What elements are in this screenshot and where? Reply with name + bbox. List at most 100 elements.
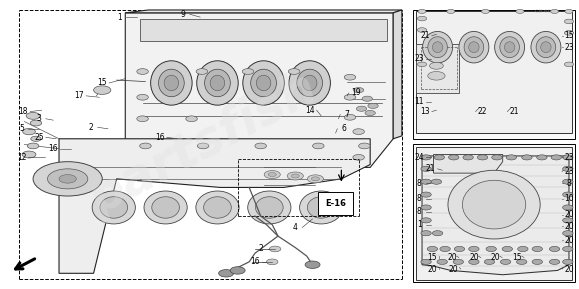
Text: 8: 8 (417, 179, 422, 188)
Circle shape (30, 120, 42, 126)
Circle shape (563, 155, 573, 160)
Circle shape (563, 192, 573, 197)
Circle shape (549, 247, 560, 251)
Text: 1: 1 (417, 220, 422, 229)
Circle shape (59, 175, 76, 183)
Circle shape (447, 10, 455, 13)
Text: 23: 23 (564, 167, 574, 176)
Circle shape (421, 231, 431, 236)
Circle shape (502, 247, 512, 251)
Text: 10: 10 (564, 194, 574, 203)
Ellipse shape (159, 69, 184, 97)
Circle shape (440, 247, 450, 251)
Circle shape (449, 155, 459, 160)
Circle shape (431, 179, 442, 184)
Circle shape (94, 86, 111, 95)
Circle shape (353, 155, 364, 160)
Circle shape (421, 192, 431, 197)
Ellipse shape (448, 170, 540, 239)
Circle shape (469, 247, 479, 251)
Ellipse shape (197, 61, 238, 105)
Circle shape (255, 143, 266, 149)
Circle shape (140, 143, 151, 149)
Text: 20: 20 (490, 253, 500, 262)
Text: 23: 23 (415, 54, 424, 63)
Text: 23: 23 (564, 153, 574, 162)
Bar (416, 147, 572, 280)
Ellipse shape (536, 37, 556, 58)
Text: 21: 21 (510, 107, 519, 116)
Text: 15: 15 (427, 253, 437, 262)
Ellipse shape (100, 197, 127, 218)
Polygon shape (125, 13, 393, 167)
Text: CB 600: CB 600 (535, 9, 555, 14)
Circle shape (469, 259, 479, 264)
Circle shape (532, 247, 543, 251)
Text: E-16: E-16 (325, 199, 346, 208)
Text: 20: 20 (564, 236, 574, 245)
Ellipse shape (152, 197, 179, 218)
Circle shape (345, 74, 356, 80)
Circle shape (313, 143, 324, 149)
Text: 14: 14 (305, 106, 314, 115)
Bar (140, 18, 387, 41)
Circle shape (563, 247, 573, 251)
Circle shape (421, 259, 431, 264)
Circle shape (484, 259, 494, 264)
Ellipse shape (469, 42, 479, 53)
Circle shape (421, 166, 431, 171)
Text: 9: 9 (181, 10, 185, 19)
Circle shape (430, 62, 444, 69)
Circle shape (137, 116, 148, 122)
Ellipse shape (541, 42, 551, 53)
Text: 21: 21 (420, 31, 430, 40)
Circle shape (453, 259, 464, 264)
Ellipse shape (428, 37, 448, 58)
Circle shape (26, 112, 40, 119)
Circle shape (421, 179, 431, 184)
Circle shape (345, 95, 356, 100)
Circle shape (516, 10, 524, 13)
Text: 21: 21 (426, 164, 435, 173)
Circle shape (486, 247, 496, 251)
Circle shape (563, 259, 573, 264)
Circle shape (47, 169, 88, 189)
Circle shape (137, 69, 148, 74)
Ellipse shape (289, 61, 331, 105)
Ellipse shape (204, 197, 231, 218)
Ellipse shape (494, 32, 525, 63)
Circle shape (417, 62, 427, 67)
Ellipse shape (302, 75, 317, 91)
Circle shape (537, 155, 547, 160)
Ellipse shape (210, 75, 225, 91)
Circle shape (506, 155, 516, 160)
Ellipse shape (504, 42, 515, 53)
Text: 20: 20 (469, 253, 479, 262)
Text: 15: 15 (512, 253, 522, 262)
Ellipse shape (255, 197, 283, 218)
Circle shape (268, 173, 276, 177)
Circle shape (565, 31, 574, 35)
Circle shape (455, 247, 465, 251)
Text: 2: 2 (258, 244, 263, 253)
Circle shape (356, 106, 367, 111)
Text: 20: 20 (427, 264, 437, 273)
Circle shape (565, 62, 574, 67)
Polygon shape (416, 11, 572, 133)
Text: 5: 5 (19, 124, 24, 133)
Ellipse shape (423, 32, 453, 63)
Circle shape (421, 218, 431, 223)
Text: 15: 15 (564, 31, 574, 40)
Polygon shape (422, 156, 569, 275)
Circle shape (345, 114, 356, 120)
Text: 4: 4 (293, 223, 298, 232)
Circle shape (353, 88, 364, 93)
Circle shape (551, 10, 559, 13)
Ellipse shape (433, 42, 443, 53)
Circle shape (27, 143, 39, 149)
Ellipse shape (92, 191, 135, 224)
Circle shape (463, 155, 473, 160)
Circle shape (563, 179, 573, 184)
Circle shape (291, 174, 299, 178)
Circle shape (186, 116, 197, 122)
